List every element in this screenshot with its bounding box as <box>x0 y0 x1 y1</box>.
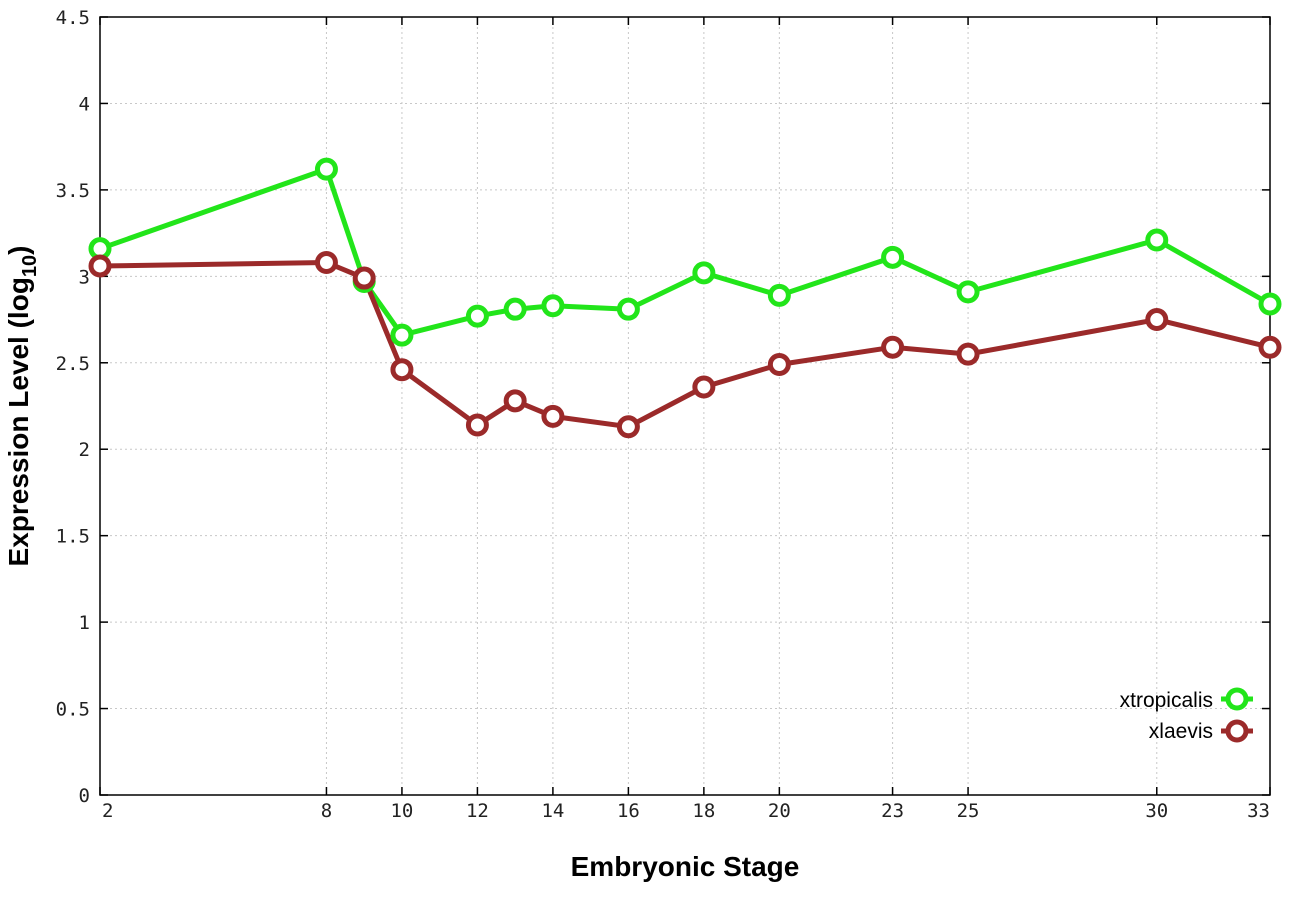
y-axis-title: Expression Level (log10) <box>3 246 41 567</box>
legend: xtropicalis xlaevis <box>1120 687 1253 743</box>
x-tick-label: 8 <box>321 800 332 822</box>
data-point-xlaevis <box>692 375 716 399</box>
y-tick-label: 0 <box>79 785 90 807</box>
x-tick-label: 2 <box>102 800 113 822</box>
data-point-xtropicalis <box>314 157 338 181</box>
data-point-xlaevis <box>352 266 376 290</box>
data-point-xlaevis <box>503 389 527 413</box>
data-point-xlaevis <box>881 335 905 359</box>
data-point-xlaevis <box>390 358 414 382</box>
x-tick-label: 18 <box>692 800 715 822</box>
legend-item-xlaevis: xlaevis <box>1149 719 1253 743</box>
data-point-xlaevis <box>88 254 112 278</box>
data-point-xtropicalis <box>956 280 980 304</box>
x-tick-label: 33 <box>1247 800 1270 822</box>
data-point-xtropicalis <box>541 294 565 318</box>
x-tick-label: 20 <box>768 800 791 822</box>
x-tick-label: 23 <box>881 800 904 822</box>
x-tick-label: 30 <box>1145 800 1168 822</box>
y-tick-label: 2 <box>79 439 90 461</box>
x-tick-label: 10 <box>390 800 413 822</box>
series-line-xlaevis <box>97 260 1273 430</box>
data-point-xlaevis <box>541 404 565 428</box>
y-tick-label: 1 <box>79 612 90 634</box>
y-tick-label: 4 <box>79 93 90 115</box>
y-tick-label: 3.5 <box>56 180 90 202</box>
x-tick-label: 14 <box>541 800 564 822</box>
y-tick-label: 1.5 <box>56 526 90 548</box>
y-axis-title-close: ) <box>3 246 34 255</box>
x-axis-ticks: 2 8 10 12 14 16 18 20 23 25 30 33 <box>99 17 1271 822</box>
grid <box>100 17 1270 795</box>
x-tick-label: 16 <box>617 800 640 822</box>
data-point-xtropicalis <box>1145 228 1169 252</box>
data-point-xlaevis <box>767 353 791 377</box>
data-point-xtropicalis <box>881 245 905 269</box>
data-point-xlaevis <box>314 251 338 275</box>
data-point-xlaevis <box>956 342 980 366</box>
x-tick-label: 25 <box>957 800 980 822</box>
data-point-xtropicalis <box>390 323 414 347</box>
x-tick-label: 12 <box>466 800 489 822</box>
y-axis-title-main: Expression Level (log <box>3 277 34 566</box>
y-tick-label: 3 <box>79 266 90 288</box>
y-tick-label: 2.5 <box>56 353 90 375</box>
legend-swatch-marker-xtropicalis <box>1225 687 1249 711</box>
data-point-xlaevis <box>1145 308 1169 332</box>
y-axis-ticks: 0 0.5 1 1.5 2 2.5 3 3.5 4 4.5 <box>56 7 1270 807</box>
x-axis-title: Embryonic Stage <box>571 851 800 882</box>
series-group <box>88 157 1282 439</box>
data-point-xlaevis <box>616 415 640 439</box>
y-tick-label: 4.5 <box>56 7 90 29</box>
legend-label-xtropicalis: xtropicalis <box>1120 689 1213 712</box>
series-line-xtropicalis <box>97 166 1273 338</box>
plot-frame <box>99 16 1271 796</box>
data-point-xtropicalis <box>616 297 640 321</box>
data-point-xtropicalis <box>503 297 527 321</box>
data-point-xtropicalis <box>1258 292 1282 316</box>
legend-label-xlaevis: xlaevis <box>1149 720 1213 743</box>
legend-item-xtropicalis: xtropicalis <box>1120 687 1253 712</box>
data-point-xtropicalis <box>692 261 716 285</box>
legend-swatch-marker-xlaevis <box>1225 719 1249 743</box>
y-tick-label: 0.5 <box>56 699 90 721</box>
data-point-xlaevis <box>1258 335 1282 359</box>
data-point-xlaevis <box>465 413 489 437</box>
data-point-xtropicalis <box>767 283 791 307</box>
data-point-xtropicalis <box>465 304 489 328</box>
y-axis-title-subscript: 10 <box>19 255 41 277</box>
